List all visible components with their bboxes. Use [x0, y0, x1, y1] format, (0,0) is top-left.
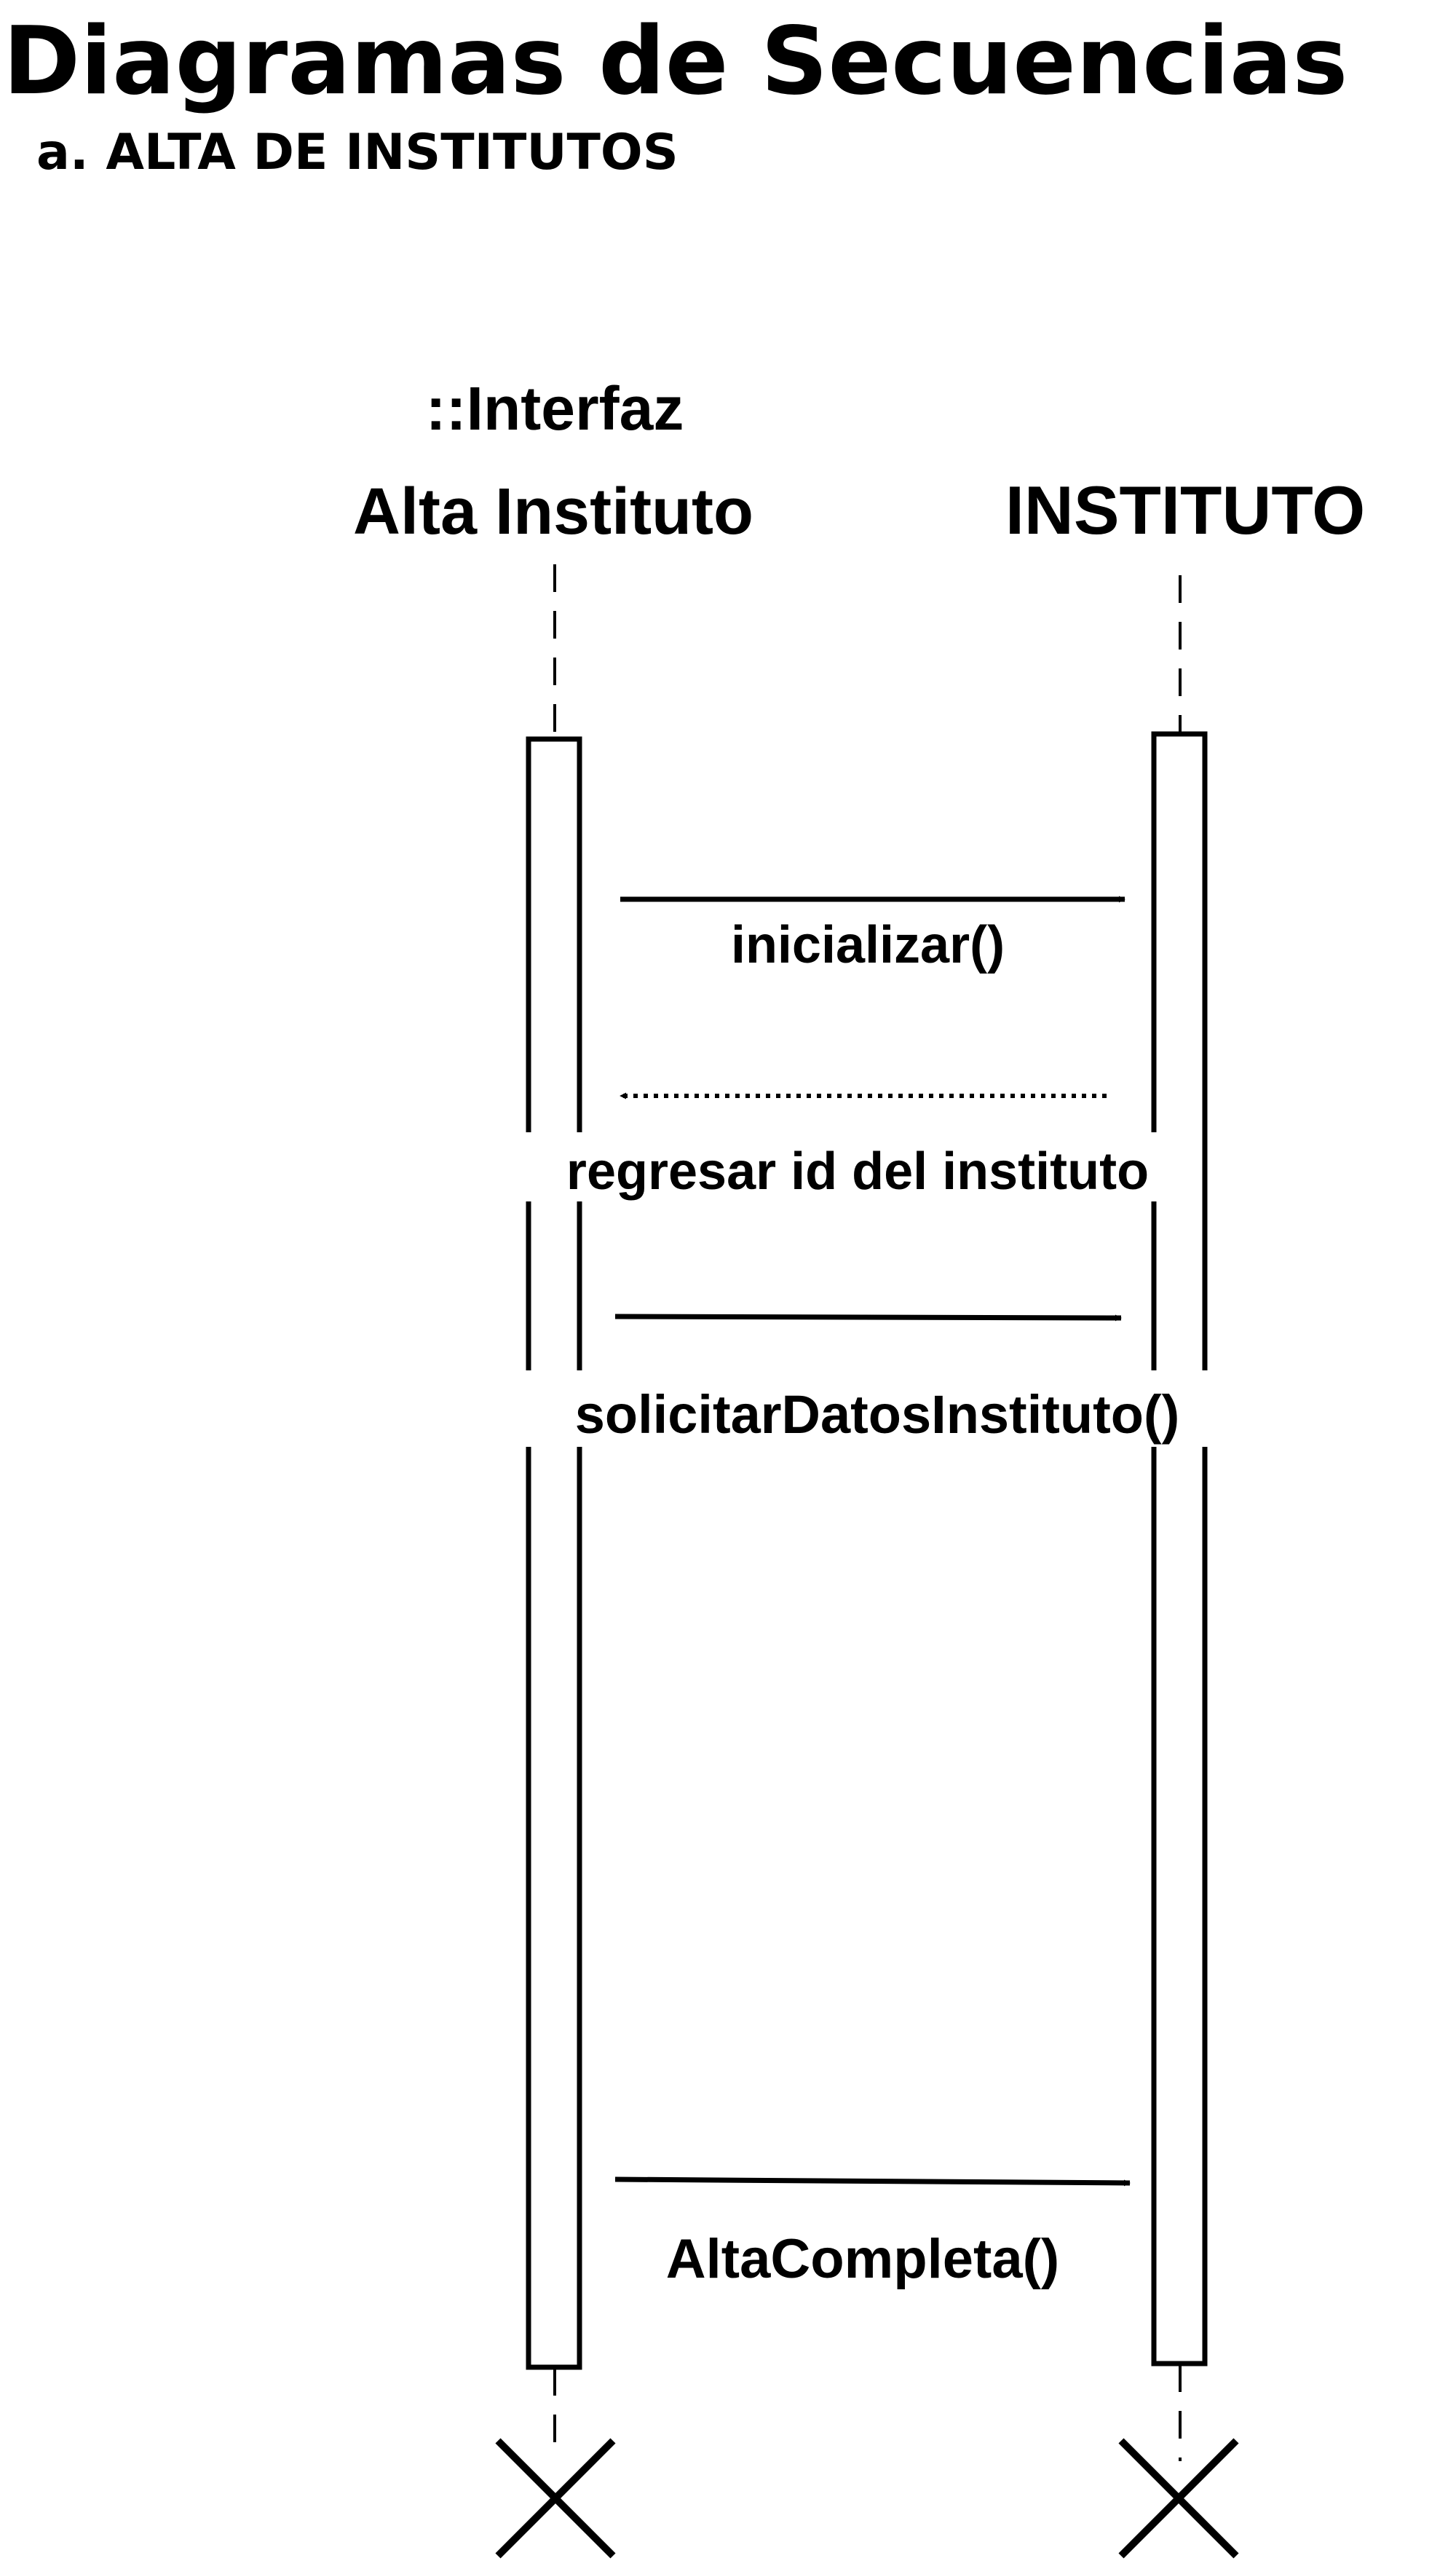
- page-title: Diagramas de Secuencias: [3, 7, 1348, 116]
- message-label-regresar-id: regresar id del instituto: [566, 1142, 1149, 1201]
- message-label-bg: [510, 1132, 1194, 1201]
- activation-bar-instituto: [1151, 731, 1208, 2366]
- lifeline-interfaz-label-line1: ::Interfaz: [426, 374, 684, 443]
- message-label-solicitar-datos: solicitarDatosInstituto(): [575, 1384, 1179, 1445]
- message-arrow-alta-completa: [614, 2176, 1131, 2187]
- message-label-alta-completa: AltaCompleta(): [666, 2228, 1059, 2290]
- lifeline-instituto-label: INSTITUTO: [1005, 472, 1365, 548]
- destroy-interfaz-x-icon: [495, 2438, 616, 2559]
- message-label-bg: [521, 1370, 1223, 1447]
- lifeline-interfaz-label-line2: Alta Instituto: [353, 475, 753, 548]
- destroy-instituto-x-icon: [1118, 2438, 1239, 2559]
- section-subtitle: a. ALTA DE INSTITUTOS: [36, 124, 678, 181]
- message-label-inicializar: inicializar(): [731, 916, 1005, 974]
- message-arrow-solicitar-datos: [614, 1314, 1122, 1322]
- activation-bar-interfaz: [526, 736, 582, 2370]
